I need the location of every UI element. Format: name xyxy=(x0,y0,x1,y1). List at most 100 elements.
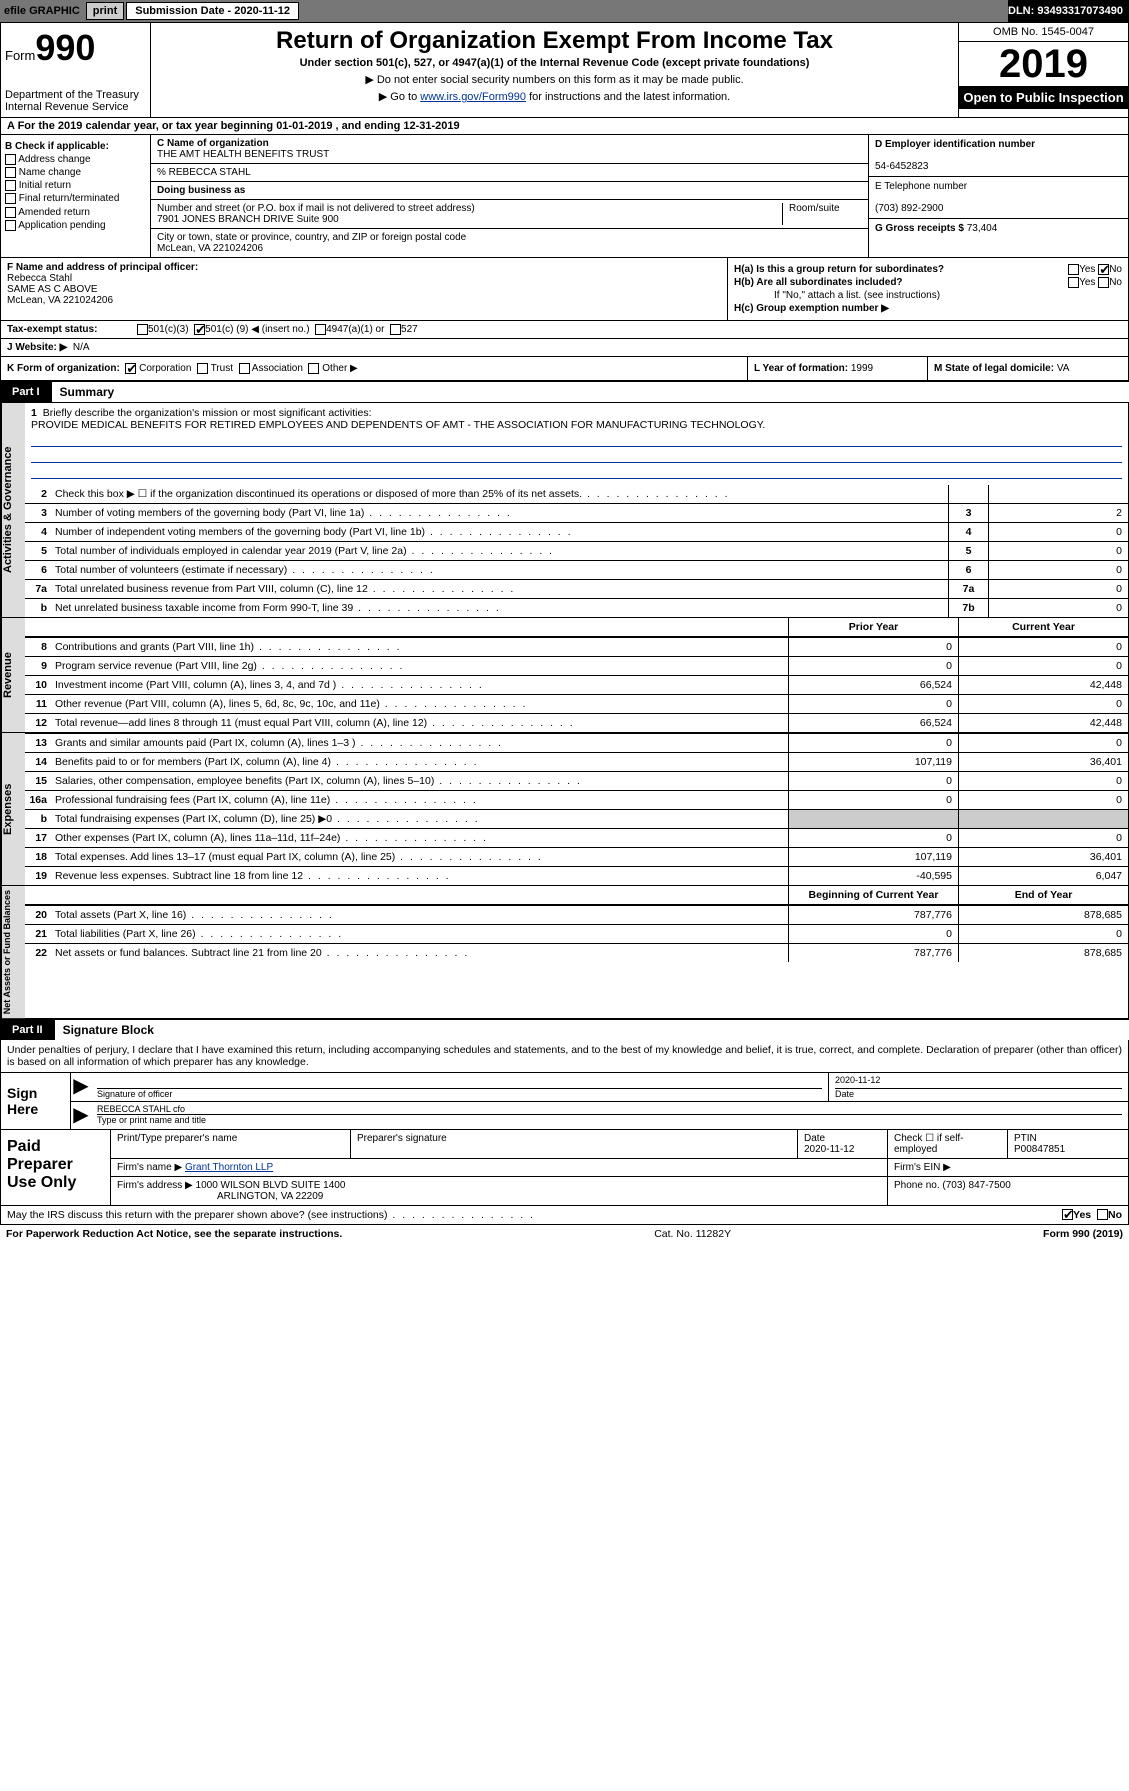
checkbox-icon[interactable] xyxy=(1097,1209,1108,1220)
checkbox-icon[interactable] xyxy=(239,363,250,374)
print-button[interactable]: print xyxy=(86,2,124,20)
signature-label: Signature of officer xyxy=(97,1089,172,1099)
line-desc: Program service revenue (Part VIII, line… xyxy=(51,657,788,675)
checkbox-icon xyxy=(5,207,16,218)
omb-number: OMB No. 1545-0047 xyxy=(959,23,1128,42)
check-application-pending[interactable]: Application pending xyxy=(5,220,146,231)
check-amended[interactable]: Amended return xyxy=(5,207,146,218)
h-b-label: H(b) Are all subordinates included? xyxy=(734,277,903,288)
checkbox-icon[interactable] xyxy=(1062,1209,1073,1220)
info-grid: B Check if applicable: Address change Na… xyxy=(0,135,1129,258)
checkbox-icon[interactable] xyxy=(315,324,326,335)
part-1-header: Part I Summary xyxy=(0,381,1129,402)
line-num: 5 xyxy=(25,542,51,560)
form-label: Form xyxy=(5,48,35,63)
officer-addr2: McLean, VA 221024206 xyxy=(7,295,113,306)
instruction-2-pre: ▶ Go to xyxy=(379,91,420,103)
checkbox-icon[interactable] xyxy=(194,324,205,335)
current-value: 0 xyxy=(958,925,1128,943)
current-value: 878,685 xyxy=(958,906,1128,924)
header-left: Form990 Department of the Treasury Inter… xyxy=(1,23,151,117)
website-value: N/A xyxy=(73,342,90,353)
arrow-icon: ▶ xyxy=(71,1073,91,1101)
line-desc: Number of independent voting members of … xyxy=(51,523,948,541)
line-box-label: 5 xyxy=(948,542,988,560)
financial-line: 10 Investment income (Part VIII, column … xyxy=(25,675,1128,694)
state-domicile: VA xyxy=(1057,363,1070,374)
column-d: D Employer identification number 54-6452… xyxy=(868,135,1128,257)
line-num: 18 xyxy=(25,848,51,866)
prior-value: 66,524 xyxy=(788,676,958,694)
mission-text: PROVIDE MEDICAL BENEFITS FOR RETIRED EMP… xyxy=(31,419,765,431)
underline xyxy=(31,449,1122,463)
officer-name: Rebecca Stahl xyxy=(7,273,72,284)
prior-value: 0 xyxy=(788,791,958,809)
check-name-change[interactable]: Name change xyxy=(5,167,146,178)
line-desc: Total expenses. Add lines 13–17 (must eq… xyxy=(51,848,788,866)
check-address-change[interactable]: Address change xyxy=(5,154,146,165)
org-name: THE AMT HEALTH BENEFITS TRUST xyxy=(157,149,862,160)
summary-line: 7a Total unrelated business revenue from… xyxy=(25,580,1128,599)
dln-label: DLN: 93493317073490 xyxy=(1008,0,1129,22)
form-subtitle: Under section 501(c), 527, or 4947(a)(1)… xyxy=(155,57,954,69)
paid-preparer: Paid Preparer Use Only Print/Type prepar… xyxy=(1,1129,1128,1205)
col-f: F Name and address of principal officer:… xyxy=(1,258,728,320)
checkbox-icon[interactable] xyxy=(1068,277,1079,288)
beg-end-header: x Beginning of Current Year End of Year xyxy=(25,886,1128,905)
summary-line: 4 Number of independent voting members o… xyxy=(25,523,1128,542)
h-b-note: If "No," attach a list. (see instruction… xyxy=(734,290,1122,301)
check-final-return[interactable]: Final return/terminated xyxy=(5,193,146,204)
checkbox-icon[interactable] xyxy=(1098,264,1109,275)
beginning-year-header: Beginning of Current Year xyxy=(788,886,958,905)
line-box-label xyxy=(948,485,988,503)
col-m: M State of legal domicile: VA xyxy=(928,357,1128,380)
financial-line: 14 Benefits paid to or for members (Part… xyxy=(25,752,1128,771)
governance-tab: Activities & Governance xyxy=(1,403,25,617)
line-desc: Total fundraising expenses (Part IX, col… xyxy=(51,810,788,828)
ptin-value: P00847851 xyxy=(1014,1144,1065,1155)
form-title: Return of Organization Exempt From Incom… xyxy=(155,27,954,55)
prior-value: 0 xyxy=(788,734,958,752)
self-employed-check[interactable]: Check ☐ if self-employed xyxy=(888,1130,1008,1158)
line-box-label: 7a xyxy=(948,580,988,598)
firm-name-link[interactable]: Grant Thornton LLP xyxy=(185,1162,273,1173)
name-title-label: Type or print name and title xyxy=(97,1115,206,1125)
prior-value: 107,119 xyxy=(788,753,958,771)
line-desc: Professional fundraising fees (Part IX, … xyxy=(51,791,788,809)
prior-value: 0 xyxy=(788,925,958,943)
checkbox-icon xyxy=(5,154,16,165)
officer-typed-name: REBECCA STAHL cfo xyxy=(97,1104,1122,1115)
care-of: % REBECCA STAHL xyxy=(157,167,251,178)
current-value: 0 xyxy=(958,791,1128,809)
check-initial-return[interactable]: Initial return xyxy=(5,180,146,191)
checkbox-icon[interactable] xyxy=(1098,277,1109,288)
checkbox-icon[interactable] xyxy=(308,363,319,374)
year-formation-label: L Year of formation: xyxy=(754,363,848,374)
line-desc: Total assets (Part X, line 16) xyxy=(51,906,788,924)
line-box-label: 7b xyxy=(948,599,988,617)
prior-value: 787,776 xyxy=(788,944,958,962)
checkbox-icon[interactable] xyxy=(197,363,208,374)
prior-value: -40,595 xyxy=(788,867,958,885)
checkbox-icon[interactable] xyxy=(1068,264,1079,275)
line-value: 2 xyxy=(988,504,1128,522)
current-value: 42,448 xyxy=(958,676,1128,694)
efile-label: efile GRAPHIC xyxy=(0,5,84,17)
h-c-label: H(c) Group exemption number ▶ xyxy=(734,303,889,314)
arrow-icon: ▶ xyxy=(71,1102,91,1127)
checkbox-icon[interactable] xyxy=(125,363,136,374)
line-num: 11 xyxy=(25,695,51,713)
gross-label: G Gross receipts $ xyxy=(875,223,964,234)
cat-number: Cat. No. 11282Y xyxy=(342,1228,1043,1240)
current-value: 6,047 xyxy=(958,867,1128,885)
current-value: 0 xyxy=(958,657,1128,675)
line-value: 0 xyxy=(988,561,1128,579)
sign-here-label: Sign Here xyxy=(1,1073,71,1129)
irs-link[interactable]: www.irs.gov/Form990 xyxy=(420,91,526,103)
column-c: C Name of organization THE AMT HEALTH BE… xyxy=(151,135,868,257)
checkbox-icon xyxy=(5,193,16,204)
tax-status-label: Tax-exempt status: xyxy=(7,324,137,335)
checkbox-icon[interactable] xyxy=(390,324,401,335)
state-domicile-label: M State of legal domicile: xyxy=(934,363,1054,374)
checkbox-icon[interactable] xyxy=(137,324,148,335)
